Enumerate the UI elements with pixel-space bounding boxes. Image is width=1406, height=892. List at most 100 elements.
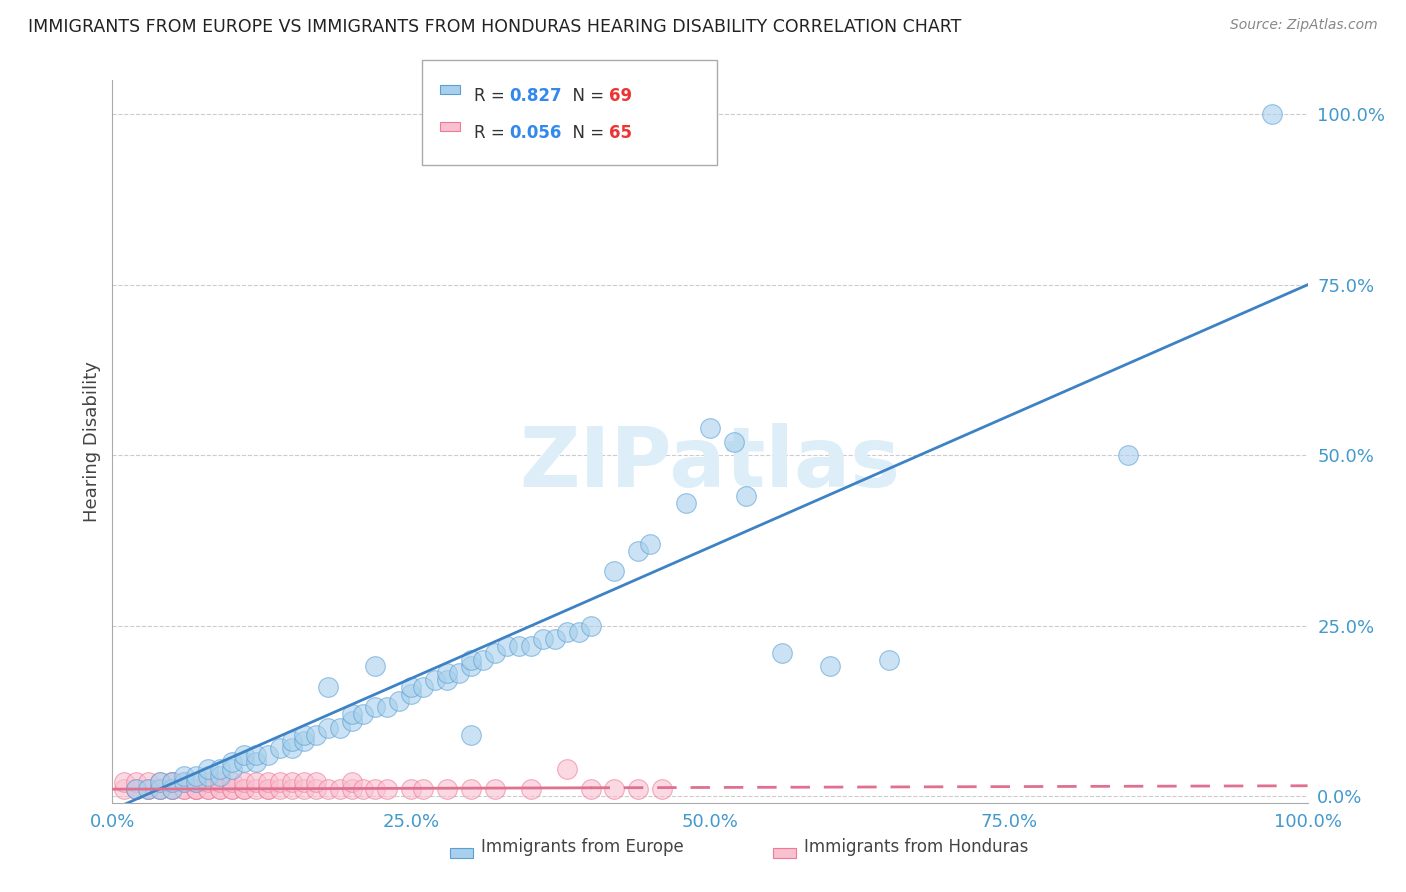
Point <box>173 782 195 797</box>
Point <box>125 782 148 797</box>
Point <box>579 782 602 797</box>
Point <box>460 653 482 667</box>
Point <box>316 680 339 694</box>
Point <box>245 775 267 789</box>
Point <box>245 748 267 763</box>
Point <box>520 782 543 797</box>
Point <box>555 625 578 640</box>
Text: ZIPatlas: ZIPatlas <box>520 423 900 504</box>
Text: Source: ZipAtlas.com: Source: ZipAtlas.com <box>1230 18 1378 32</box>
Text: N =: N = <box>562 124 610 142</box>
Point <box>316 782 339 797</box>
Point <box>1118 448 1140 462</box>
Point <box>447 666 470 681</box>
Point <box>352 707 374 722</box>
Point <box>305 775 328 789</box>
Point <box>651 782 673 797</box>
Point <box>209 782 232 797</box>
Point <box>245 755 267 769</box>
Point <box>197 775 219 789</box>
Point <box>173 775 195 789</box>
Point <box>364 659 387 673</box>
Point <box>412 680 434 694</box>
Point <box>627 543 650 558</box>
Point <box>460 728 482 742</box>
Point <box>186 782 208 797</box>
Point <box>149 775 172 789</box>
Point <box>173 768 195 782</box>
Text: R =: R = <box>474 124 510 142</box>
Point <box>197 782 219 797</box>
Point <box>269 741 291 756</box>
Point <box>305 782 328 797</box>
Point <box>425 673 447 687</box>
Point <box>186 782 208 797</box>
Point <box>269 782 291 797</box>
Point <box>209 775 232 789</box>
Point <box>1261 107 1284 121</box>
Point <box>138 782 160 797</box>
Point <box>149 782 172 797</box>
Point <box>401 687 423 701</box>
Point <box>316 721 339 735</box>
Point <box>221 762 243 776</box>
Point <box>233 782 256 797</box>
Point <box>401 680 423 694</box>
Point <box>197 782 219 797</box>
Point <box>496 639 519 653</box>
Point <box>197 768 219 782</box>
Text: 69: 69 <box>609 87 631 104</box>
Point <box>640 537 662 551</box>
Point <box>138 775 160 789</box>
Text: 0.056: 0.056 <box>509 124 561 142</box>
Point <box>460 659 482 673</box>
Point <box>484 782 506 797</box>
Point <box>818 659 841 673</box>
Point <box>568 625 591 640</box>
Point <box>281 782 304 797</box>
Point <box>233 748 256 763</box>
Point <box>329 782 352 797</box>
Point <box>186 768 208 782</box>
Point <box>125 782 148 797</box>
Point <box>281 775 304 789</box>
Point <box>138 782 160 797</box>
Text: N =: N = <box>562 87 610 104</box>
Point <box>364 782 387 797</box>
Point <box>221 755 243 769</box>
Point <box>162 775 183 789</box>
Point <box>436 782 458 797</box>
Point <box>377 782 399 797</box>
Point <box>162 775 183 789</box>
Point <box>627 782 650 797</box>
Point <box>281 734 304 748</box>
Text: R =: R = <box>474 87 510 104</box>
Point <box>340 775 363 789</box>
Point <box>149 782 172 797</box>
Point <box>305 728 328 742</box>
Point <box>412 782 434 797</box>
Text: Immigrants from Europe: Immigrants from Europe <box>481 838 683 856</box>
Point <box>269 775 291 789</box>
Point <box>579 618 602 632</box>
Point <box>675 496 697 510</box>
Point <box>377 700 399 714</box>
Point <box>173 775 195 789</box>
Point <box>436 666 458 681</box>
Point <box>186 775 208 789</box>
Point <box>233 755 256 769</box>
Point <box>352 782 374 797</box>
Point <box>209 768 232 782</box>
Point <box>257 748 280 763</box>
Point <box>364 700 387 714</box>
Point <box>603 782 626 797</box>
Point <box>162 782 183 797</box>
Point <box>114 782 135 797</box>
Point <box>292 728 315 742</box>
Point <box>221 775 243 789</box>
Point <box>149 775 172 789</box>
Point <box>281 741 304 756</box>
Point <box>149 782 172 797</box>
Point <box>186 775 208 789</box>
Point <box>257 782 280 797</box>
